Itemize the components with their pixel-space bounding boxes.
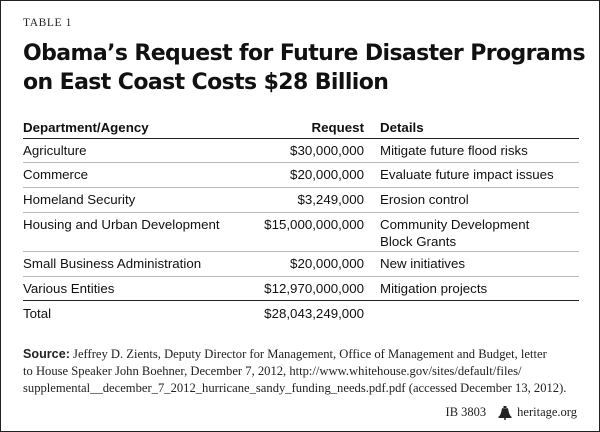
department-cell: Agriculture	[23, 143, 87, 158]
title-line-1: Obama’s Request for Future Disaster Prog…	[23, 41, 586, 66]
issue-brief-id: IB 3803	[445, 405, 487, 419]
table-row: Homeland Security $3,249,000 Erosion con…	[23, 187, 579, 212]
details-cell: New initiatives	[380, 256, 465, 271]
title-line-2: on East Coast Costs $28 Billion	[23, 70, 389, 95]
site-name: heritage.org	[517, 405, 577, 419]
table-label: TABLE 1	[23, 17, 72, 29]
source-label: Source:	[23, 347, 70, 361]
details-cell: Mitigate future flood risks	[380, 143, 528, 158]
source-line: supplemental__december_7_2012_hurricane_…	[23, 381, 567, 395]
table-header-row: Department/Agency Request Details	[23, 117, 579, 139]
source-note: Source: Jeffrey D. Zients, Deputy Direct…	[23, 346, 583, 397]
footer: IB 3803 heritage.org	[446, 405, 577, 420]
column-header-department: Department/Agency	[23, 120, 149, 135]
table-row: Various Entities $12,970,000,000 Mitigat…	[23, 276, 579, 300]
table-row: Agriculture $30,000,000 Mitigate future …	[23, 139, 579, 162]
total-request: $28,043,249,000	[264, 306, 364, 321]
total-label: Total	[23, 306, 52, 321]
column-header-request: Request	[311, 120, 364, 135]
details-cell: Community Development Block Grants	[380, 216, 575, 250]
department-cell: Housing and Urban Development	[23, 217, 220, 232]
details-cell: Mitigation projects	[380, 281, 488, 296]
data-table: Department/Agency Request Details Agricu…	[23, 117, 579, 323]
request-cell: $15,000,000,000	[264, 217, 364, 232]
department-cell: Various Entities	[23, 281, 115, 296]
table-row: Small Business Administration $20,000,00…	[23, 251, 579, 276]
request-cell: $20,000,000	[290, 256, 364, 271]
source-line: Jeffrey D. Zients, Deputy Director for M…	[69, 347, 547, 361]
table-total-row: Total $28,043,249,000	[23, 300, 579, 323]
request-cell: $20,000,000	[290, 167, 364, 182]
request-cell: $3,249,000	[297, 192, 364, 207]
department-cell: Commerce	[23, 167, 89, 182]
details-line: Community Development	[380, 217, 530, 232]
department-cell: Small Business Administration	[23, 256, 202, 271]
column-header-details: Details	[380, 120, 424, 135]
table-row: Commerce $20,000,000 Evaluate future imp…	[23, 162, 579, 187]
liberty-bell-icon	[498, 405, 512, 420]
department-cell: Homeland Security	[23, 192, 136, 207]
table-row: Housing and Urban Development $15,000,00…	[23, 212, 579, 251]
source-line: to House Speaker John Boehner, December …	[23, 364, 522, 378]
request-cell: $30,000,000	[290, 143, 364, 158]
details-cell: Erosion control	[380, 192, 469, 207]
details-line: Block Grants	[380, 234, 457, 249]
table-title: Obama’s Request for Future Disaster Prog…	[23, 39, 586, 97]
request-cell: $12,970,000,000	[264, 281, 364, 296]
details-cell: Evaluate future impact issues	[380, 167, 554, 182]
